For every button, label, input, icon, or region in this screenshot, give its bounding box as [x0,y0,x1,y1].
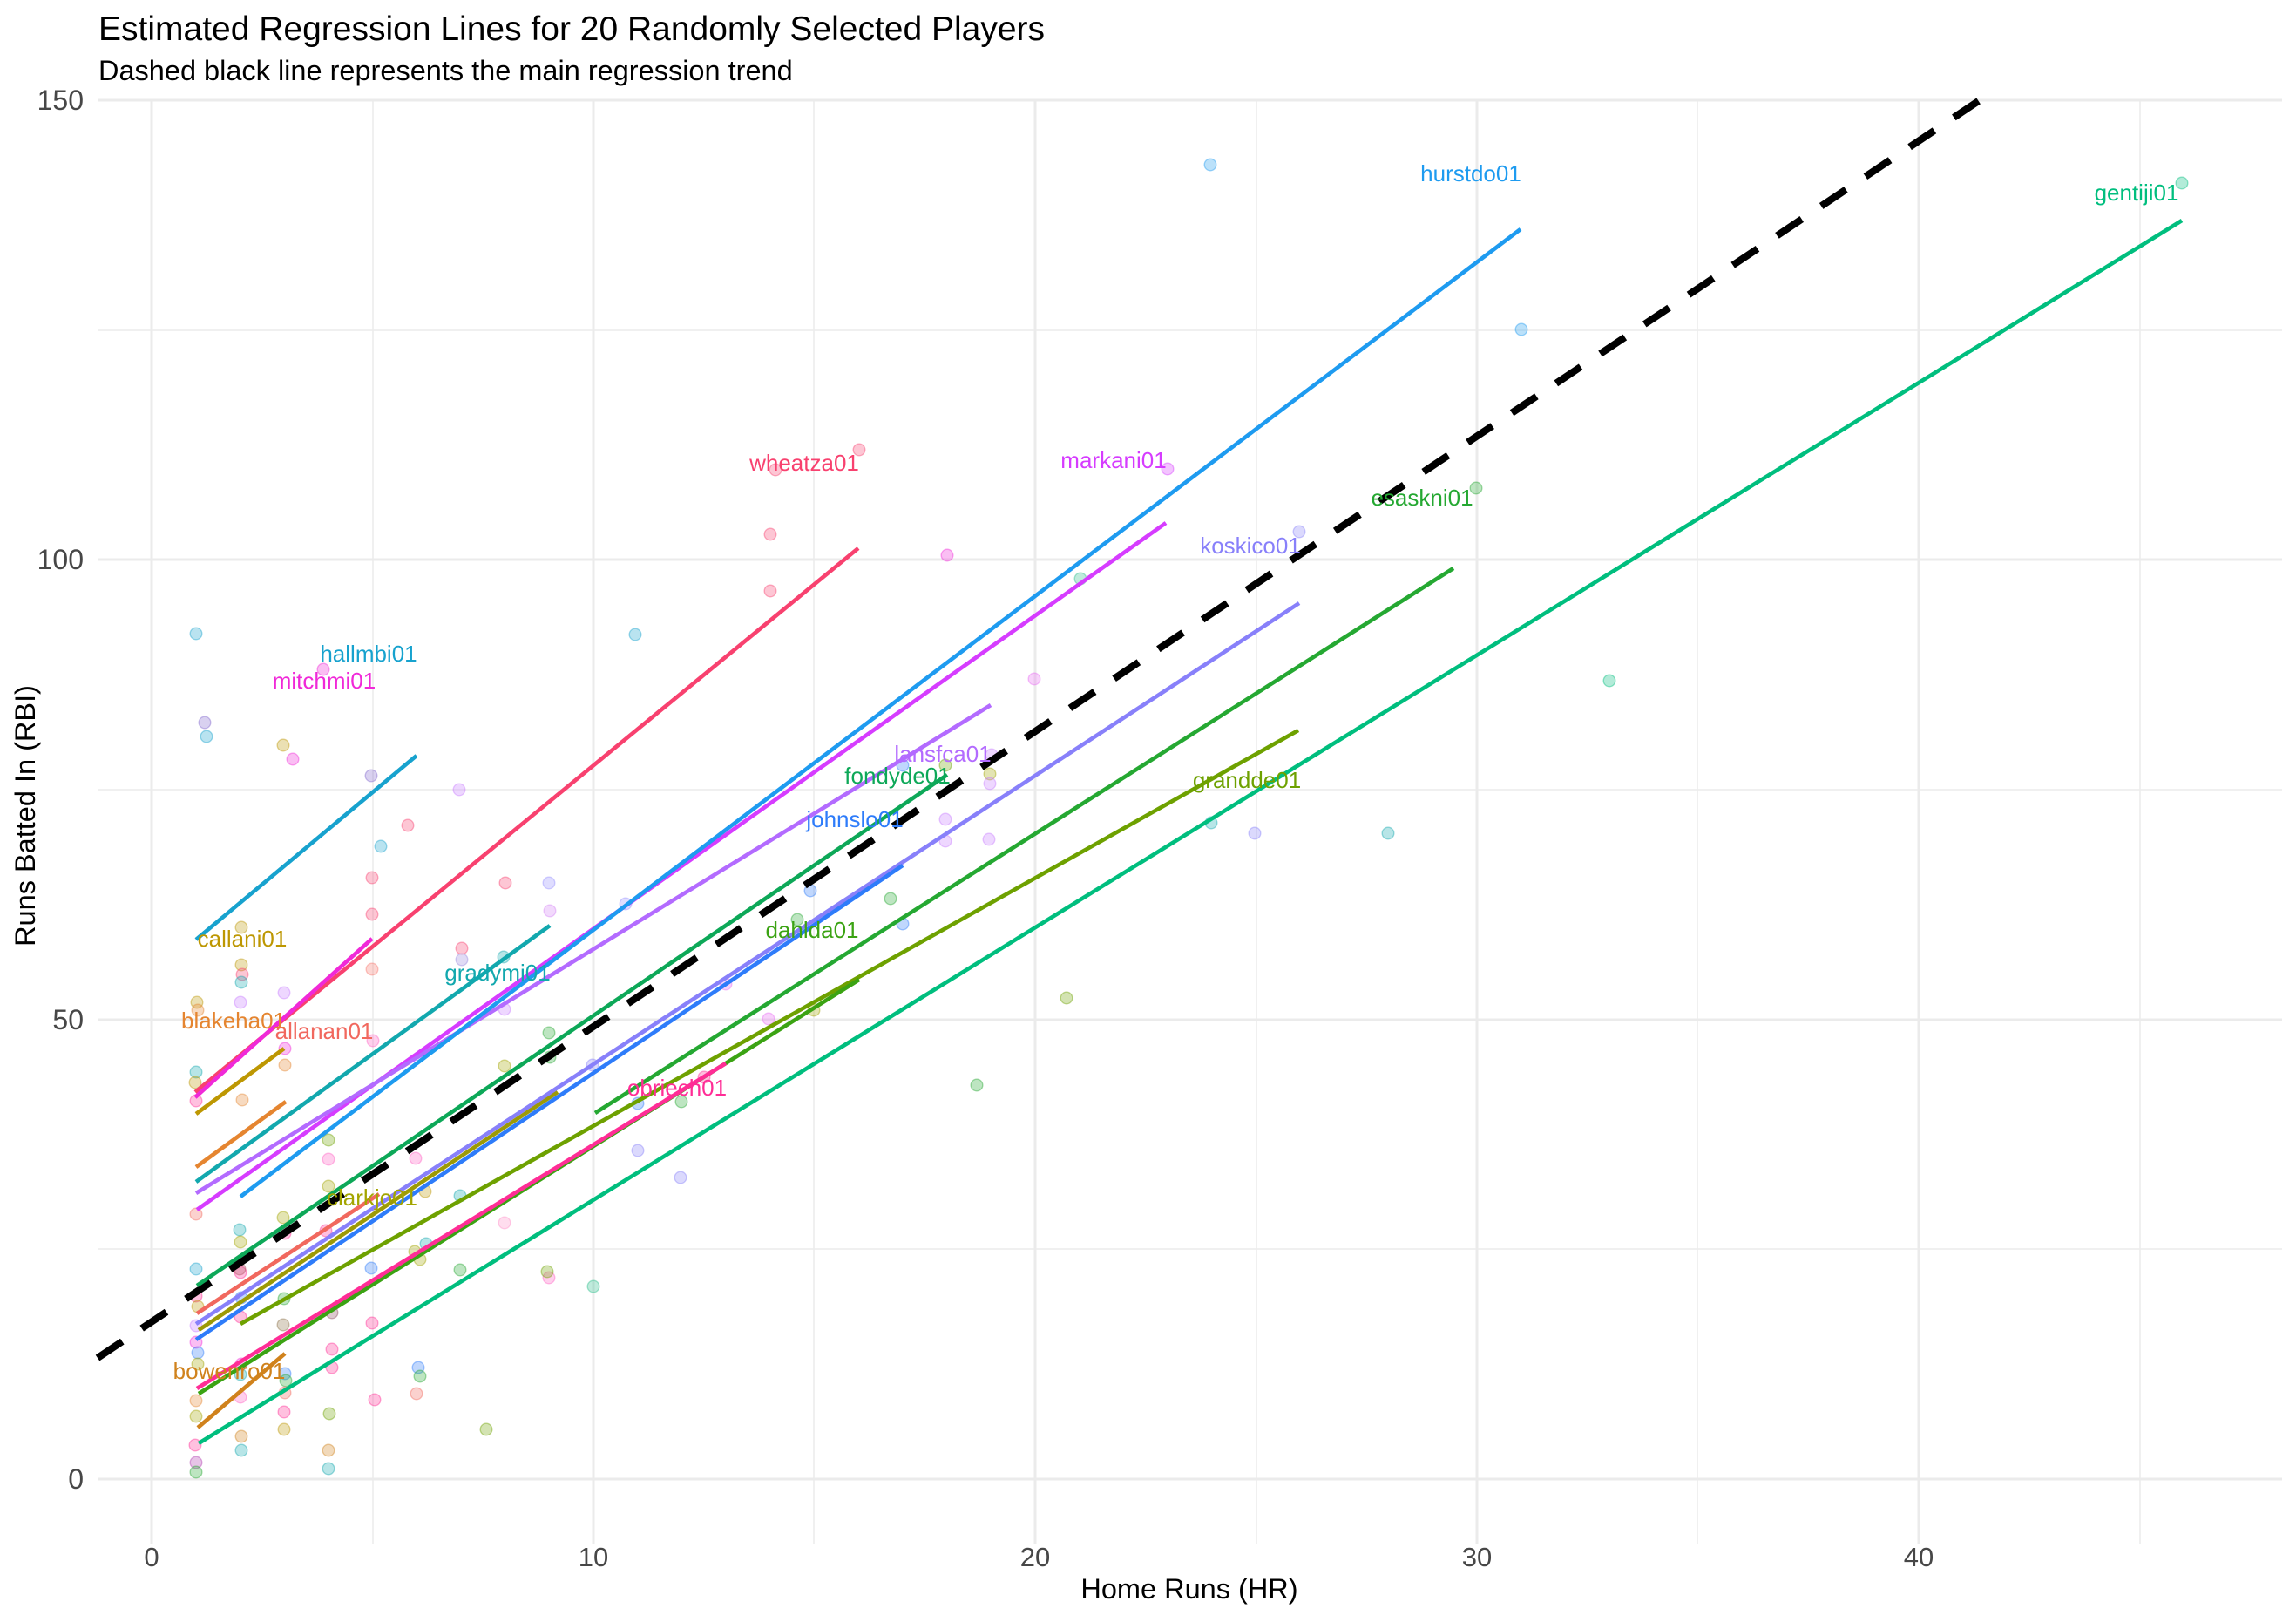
svg-text:lansfca01: lansfca01 [894,741,991,767]
svg-text:wheatza01: wheatza01 [748,450,859,476]
svg-text:fondyde01: fondyde01 [844,763,950,789]
svg-text:10: 10 [579,1542,608,1572]
svg-text:Home Runs (HR): Home Runs (HR) [1080,1573,1297,1605]
svg-text:allanan01: allanan01 [275,1018,374,1044]
svg-text:obriech01: obriech01 [627,1075,727,1101]
svg-text:0: 0 [144,1542,159,1572]
svg-text:dahlda01: dahlda01 [766,917,859,943]
svg-text:50: 50 [52,1004,84,1035]
svg-text:gentiji01: gentiji01 [2095,180,2179,206]
svg-text:grandde01: grandde01 [1193,767,1301,793]
svg-text:johnslo01: johnslo01 [805,806,903,832]
svg-text:markani01: markani01 [1060,447,1166,473]
svg-text:150: 150 [37,85,84,116]
svg-text:Estimated Regression Lines for: Estimated Regression Lines for 20 Random… [98,10,1045,48]
svg-text:gradymi01: gradymi01 [444,960,550,986]
svg-text:30: 30 [1462,1542,1492,1572]
svg-text:mitchmi01: mitchmi01 [273,668,376,694]
svg-text:20: 20 [1020,1542,1050,1572]
svg-text:callani01: callani01 [198,926,288,952]
svg-text:40: 40 [1904,1542,1934,1572]
svg-text:Runs Batted In (RBI): Runs Batted In (RBI) [10,685,41,947]
svg-text:0: 0 [68,1463,84,1495]
svg-text:esaskni01: esaskni01 [1371,485,1473,511]
svg-text:clarkjo01: clarkjo01 [327,1184,417,1211]
svg-text:koskico01: koskico01 [1200,533,1301,559]
svg-text:100: 100 [37,544,84,575]
svg-text:Dashed black line represents t: Dashed black line represents the main re… [98,55,793,86]
svg-text:blakeha01: blakeha01 [181,1008,286,1034]
svg-text:bowenro01: bowenro01 [173,1358,286,1384]
svg-text:hallmbi01: hallmbi01 [320,641,417,667]
svg-text:hurstdo01: hurstdo01 [1420,160,1521,187]
